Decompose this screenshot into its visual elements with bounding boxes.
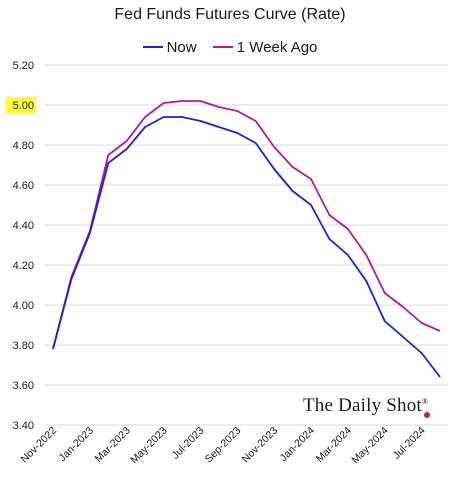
x-tick-label: Jul-2023 [170,425,207,462]
y-tick-label: 3.60 [13,380,34,392]
brand-logo: The Daily Shot® [303,395,428,417]
legend-item-now: Now [142,38,197,56]
x-tick-label: Jan-2023 [57,425,97,465]
y-tick-label: 5.00 [13,100,34,112]
legend-swatch-1-week-ago [212,46,233,48]
legend: Now 1 Week Ago [0,35,460,56]
y-axis-ticks: 3.40 3.60 3.80 4.00 4.20 4.40 4.60 4.80 5.00 5.20 [6,60,36,432]
y-tick-label: 5.20 [13,60,34,72]
y-tick-label: 4.80 [13,140,34,152]
series-line-now [52,116,441,378]
x-tick-label: Jul-2024 [391,425,428,462]
x-tick-label: May-2023 [128,425,170,467]
y-tick-highlight [6,97,36,113]
x-tick-label: Nov-2023 [240,425,281,466]
y-tick-label: 4.40 [13,220,34,232]
brand-dot [424,412,430,418]
y-tick-label: 4.00 [13,300,34,312]
legend-label-now: Now [166,38,197,56]
gridlines [45,64,448,426]
x-tick-label: Jan-2024 [278,425,318,465]
y-tick-label: 3.40 [13,420,34,432]
legend-label-1-week-ago: 1 Week Ago [236,38,318,56]
x-tick-label: Mar-2023 [93,425,133,465]
brand-registered-mark: ® [421,397,429,406]
legend-swatch-now [142,46,163,48]
series-line-1-week-ago [52,100,441,350]
chart-title: Fed Funds Futures Curve (Rate) [114,6,346,23]
x-tick-label: Sep-2023 [203,425,244,466]
y-tick-label: 4.60 [13,180,34,192]
x-tick-label: May-2024 [349,425,391,467]
x-tick-label: Mar-2024 [314,425,354,465]
legend-item-1-week-ago: 1 Week Ago [212,38,318,56]
series-lines [52,100,441,378]
y-tick-label: 4.20 [13,260,34,272]
y-tick-label: 3.80 [13,340,34,352]
brand-text: The Daily Shot [303,395,422,416]
